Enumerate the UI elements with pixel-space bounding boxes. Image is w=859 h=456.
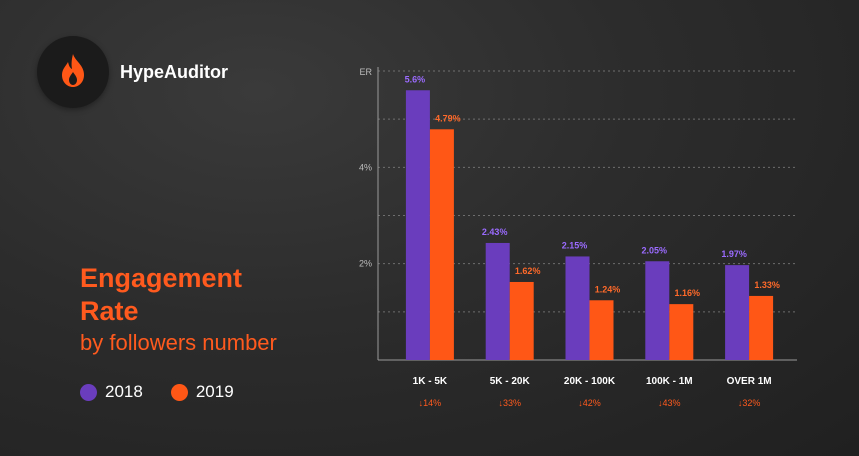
page-title: Engagement Rate — [80, 262, 320, 328]
bar-2018 — [485, 242, 510, 360]
flame-icon — [62, 54, 84, 87]
data-label-2018: 2.43% — [482, 227, 508, 237]
page-subtitle: by followers number — [80, 330, 277, 355]
legend-item-2019: 2019 — [170, 382, 234, 402]
data-label-2019: 1.16% — [675, 288, 701, 298]
change-label: ↓14% — [419, 398, 442, 408]
change-label: ↓42% — [578, 398, 601, 408]
change-label: ↓32% — [738, 398, 761, 408]
bar-2018 — [645, 261, 670, 360]
bar-2018 — [405, 90, 430, 360]
data-label-2019: 4.79% — [435, 113, 461, 123]
bar-2019 — [749, 295, 774, 360]
change-label: ↓33% — [498, 398, 521, 408]
x-tick-label: 20K - 100K — [564, 376, 616, 387]
data-label-2019: 1.33% — [754, 280, 780, 290]
legend-swatch-2018 — [80, 383, 97, 401]
x-tick-label: 1K - 5K — [413, 376, 448, 387]
x-tick-label: 100K - 1M — [646, 376, 693, 387]
data-label-2018: 2.15% — [562, 240, 588, 250]
bar-2019 — [669, 304, 694, 360]
x-tick-label: 5K - 20K — [490, 376, 531, 387]
data-label-2018: 5.6% — [405, 74, 426, 84]
data-label-2018: 1.97% — [721, 249, 747, 259]
brand-name: HypeAuditor — [120, 62, 228, 82]
bar-2019 — [429, 129, 454, 360]
legend-swatch-2019 — [170, 383, 188, 401]
bar-2018 — [565, 256, 590, 360]
data-label-2019: 1.62% — [515, 266, 541, 276]
logo — [37, 36, 109, 108]
x-tick-label: OVER 1M — [727, 376, 772, 387]
bar-2018 — [725, 265, 750, 360]
bar-2019 — [589, 300, 614, 360]
title-line-1: Engagement — [80, 263, 243, 293]
y-tick-label: 2% — [359, 259, 372, 269]
legend: 2018 2019 — [80, 382, 234, 402]
data-label-2018: 2.05% — [642, 245, 668, 255]
legend-label-2019: 2019 — [195, 382, 234, 401]
legend-label-2018: 2018 — [105, 382, 143, 401]
y-axis-label: ER — [359, 67, 372, 77]
legend-item-2018: 2018 — [80, 382, 143, 402]
engagement-bar-chart: ER 2% 4% 5.6% 4.79% 1K - 5K ↓14% 2.43% 1.62% 5K -… — [359, 67, 797, 408]
bar-2019 — [509, 281, 534, 360]
y-tick-label: 4% — [359, 162, 372, 172]
change-label: ↓43% — [658, 398, 681, 408]
title-line-2: Rate — [80, 296, 139, 326]
data-label-2019: 1.24% — [595, 284, 621, 294]
